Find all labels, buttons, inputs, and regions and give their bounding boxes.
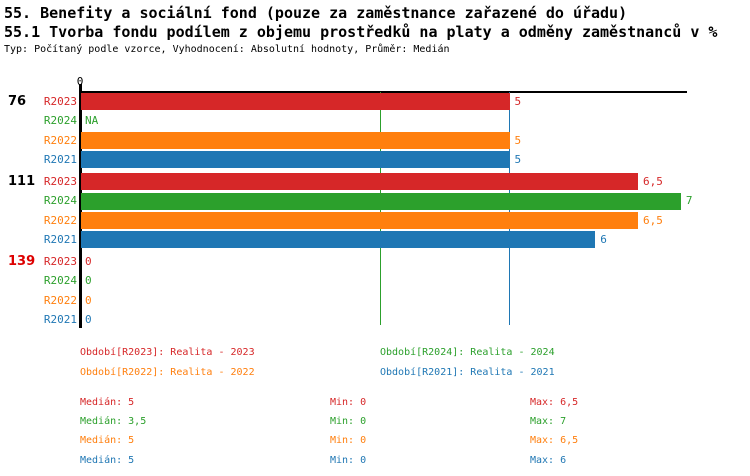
value-label: 0 (85, 313, 92, 327)
legend-item-r2021: Období[R2021]: Realita - 2021 (380, 367, 555, 378)
series-label: R2022 (43, 293, 77, 307)
value-label: 5 (514, 153, 522, 167)
chart-row: R2024 NA (0, 111, 750, 130)
median-value: Medián: 5 (80, 397, 135, 408)
max-value: Max: 6,5 (530, 435, 579, 447)
page-title: 55. Benefity a sociální fond (pouze za z… (4, 4, 628, 22)
series-label: R2022 (43, 133, 77, 147)
chart-legend: Období[R2023]: Realita - 2023 Období[R202… (80, 343, 555, 383)
series-label: R2021 (43, 313, 77, 327)
series-label: R2024 (43, 274, 77, 288)
series-label: R2024 (43, 114, 77, 128)
chart-row: 139 R2023 0 (0, 252, 750, 271)
series-label: R2021 (43, 233, 77, 247)
min-value: Min: 0 (330, 454, 367, 466)
bar-r2024 (81, 192, 681, 210)
legend-item-r2023: Období[R2023]: Realita - 2023 (80, 347, 255, 358)
bar-r2023 (81, 173, 639, 191)
value-label: 6 (600, 233, 607, 247)
series-label: R2023 (43, 254, 77, 268)
group-label: 139 (8, 253, 36, 269)
value-label: 7 (685, 194, 693, 208)
chart-row: R2022 0 (0, 291, 750, 310)
bar-r2023 (81, 93, 510, 111)
chart-row: R2024 0 (0, 271, 750, 290)
median-value: Medián: 5 (80, 454, 135, 466)
series-label: R2023 (43, 95, 77, 108)
min-value: Min: 0 (330, 435, 367, 447)
value-label: 0 (85, 274, 92, 288)
value-label: 5 (514, 95, 522, 108)
legend-item-r2024: Období[R2024]: Realita - 2024 (380, 347, 555, 358)
group-label: 76 (8, 94, 27, 109)
chart-row: R2021 0 (0, 310, 750, 329)
chart-rows: 76 R2023 5 R2024 NA R2022 5 R2021 5 111 R2023 6,5 R2… (0, 92, 750, 329)
max-value: Max: 7 (530, 416, 567, 428)
min-value: Min: 0 (330, 416, 367, 428)
bar-r2021 (81, 151, 510, 169)
max-value: Max: 6 (530, 454, 567, 466)
chart-row: 76 R2023 5 (0, 92, 750, 111)
chart-row: R2021 5 (0, 150, 750, 169)
bar-r2021 (81, 231, 596, 249)
value-label: 5 (514, 133, 522, 147)
x-axis-line (80, 91, 687, 93)
chart-row: R2022 5 (0, 131, 750, 150)
min-value: Min: 0 (330, 397, 367, 408)
value-label: 0 (85, 293, 92, 307)
value-label: 6,5 (643, 213, 663, 227)
chart-row: R2021 6 (0, 230, 750, 249)
value-label: 6,5 (643, 174, 663, 188)
series-label: R2024 (43, 194, 77, 208)
series-label: R2021 (43, 153, 77, 167)
legend-item-r2022: Období[R2022]: Realita - 2022 (80, 367, 255, 378)
y-axis-line (79, 84, 82, 328)
value-label: NA (85, 114, 99, 128)
value-label: 0 (85, 254, 92, 268)
series-label: R2023 (43, 174, 77, 188)
x-axis-tick-label: 0 (76, 75, 84, 88)
chart-row: R2022 6,5 (0, 211, 750, 230)
bar-r2022 (81, 211, 639, 229)
chart-row: R2024 7 (0, 191, 750, 210)
median-value: Medián: 5 (80, 435, 135, 447)
group-label: 111 (8, 173, 36, 189)
series-label: R2022 (43, 213, 77, 227)
median-value: Medián: 3,5 (80, 416, 147, 428)
chart-row: 111 R2023 6,5 (0, 172, 750, 191)
page-subtitle: 55.1 Tvorba fondu podílem z objemu prost… (4, 23, 718, 41)
max-value: Max: 6,5 (530, 397, 579, 408)
page-meta: Typ: Počítaný podle vzorce, Vyhodnocení:… (4, 44, 450, 55)
bar-r2022 (81, 131, 510, 149)
